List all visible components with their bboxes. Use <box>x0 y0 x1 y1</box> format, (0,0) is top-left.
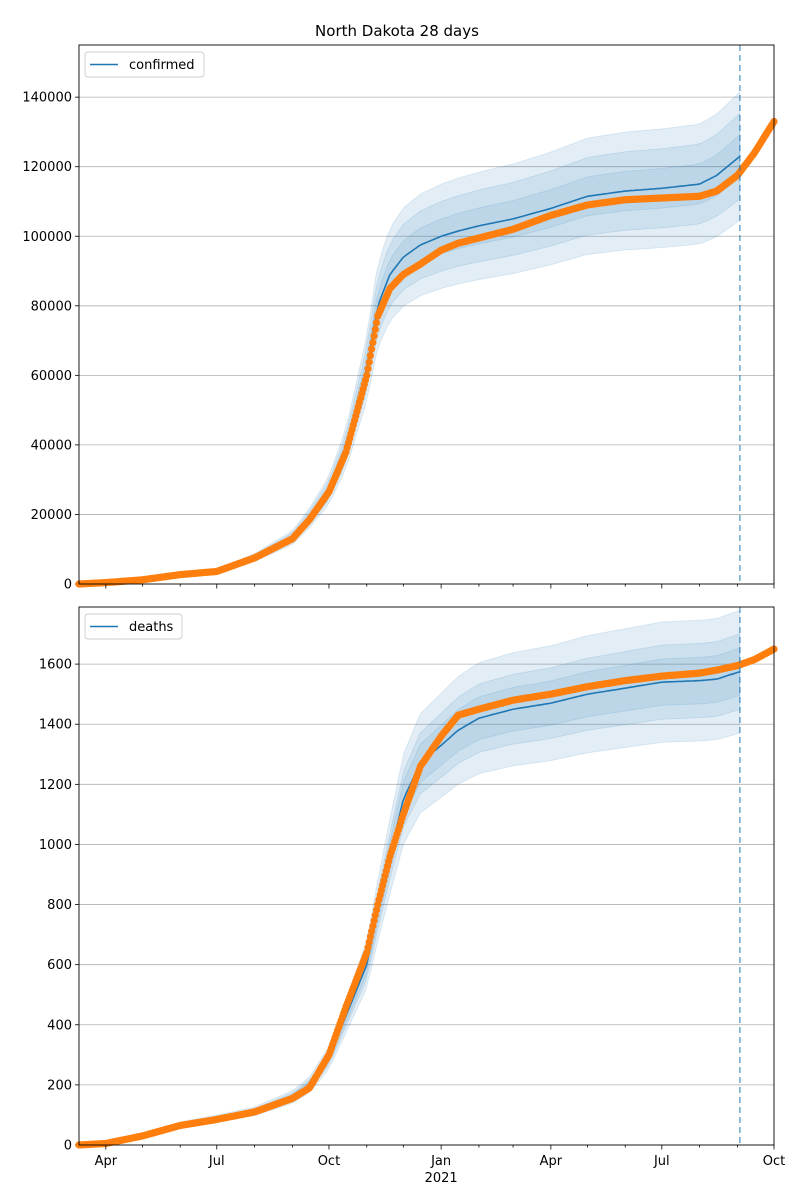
y-tick-label: 0 <box>64 1139 72 1154</box>
plot-frame <box>78 44 775 585</box>
x-tick-label: Jul <box>208 1154 225 1169</box>
y-tick-label: 1400 <box>39 718 72 733</box>
observed-point <box>365 938 373 946</box>
observed-point <box>370 332 378 340</box>
observed-point <box>364 365 372 373</box>
y-tick-label: 1600 <box>39 658 72 673</box>
observed-point <box>371 325 379 333</box>
observed-point <box>368 345 376 353</box>
legend-box <box>84 613 183 640</box>
y-tick-label: 1000 <box>39 838 72 853</box>
plot-frame <box>78 606 775 1146</box>
observed-point <box>363 371 371 379</box>
observed-point <box>369 338 377 347</box>
uncertainty-band <box>78 633 741 1146</box>
y-tick-label: 200 <box>47 1078 72 1093</box>
x-tick-label: Apr <box>540 1154 563 1169</box>
x-year-label: 2021 <box>425 1171 458 1186</box>
x-tick-label: Oct <box>318 1154 340 1169</box>
chart-title: North Dakota 28 days <box>315 22 479 40</box>
x-tick-label: Oct <box>763 1154 785 1169</box>
y-tick-label: 400 <box>47 1018 72 1033</box>
panel-deaths: 0 200 400 600 800 1000 1200 1400 1600 deaths Apr Ju… <box>39 606 785 1186</box>
y-tick-label: 140000 <box>22 91 72 106</box>
legend-label: confirmed <box>129 58 195 73</box>
y-tick-label: 120000 <box>22 160 72 175</box>
x-tick-label: Jul <box>653 1154 670 1169</box>
legend: confirmed <box>84 51 205 78</box>
observed-point <box>366 352 374 360</box>
y-tick-label: 40000 <box>31 438 72 453</box>
y-tick-label: 0 <box>64 578 72 593</box>
x-tick-label: Apr <box>95 1154 118 1169</box>
y-tick-label: 20000 <box>31 508 72 523</box>
y-tick-label: 1200 <box>39 778 72 793</box>
y-tick-label: 80000 <box>31 299 72 314</box>
y-tick-label: 800 <box>47 898 72 913</box>
observed-point <box>370 917 378 925</box>
y-tick-label: 60000 <box>31 369 72 384</box>
x-tick-label: Jan <box>430 1154 451 1169</box>
panel-confirmed: 0 20000 40000 60000 80000 100000 120000 140000 c… <box>22 44 778 593</box>
observed-point <box>368 927 376 935</box>
y-tick-label: 100000 <box>22 230 72 245</box>
legend-box <box>84 51 205 78</box>
observed-point <box>372 319 381 327</box>
legend-label: deaths <box>129 620 174 635</box>
y-tick-label: 600 <box>47 958 72 973</box>
observed-point <box>365 358 373 366</box>
legend: deaths <box>84 613 183 640</box>
